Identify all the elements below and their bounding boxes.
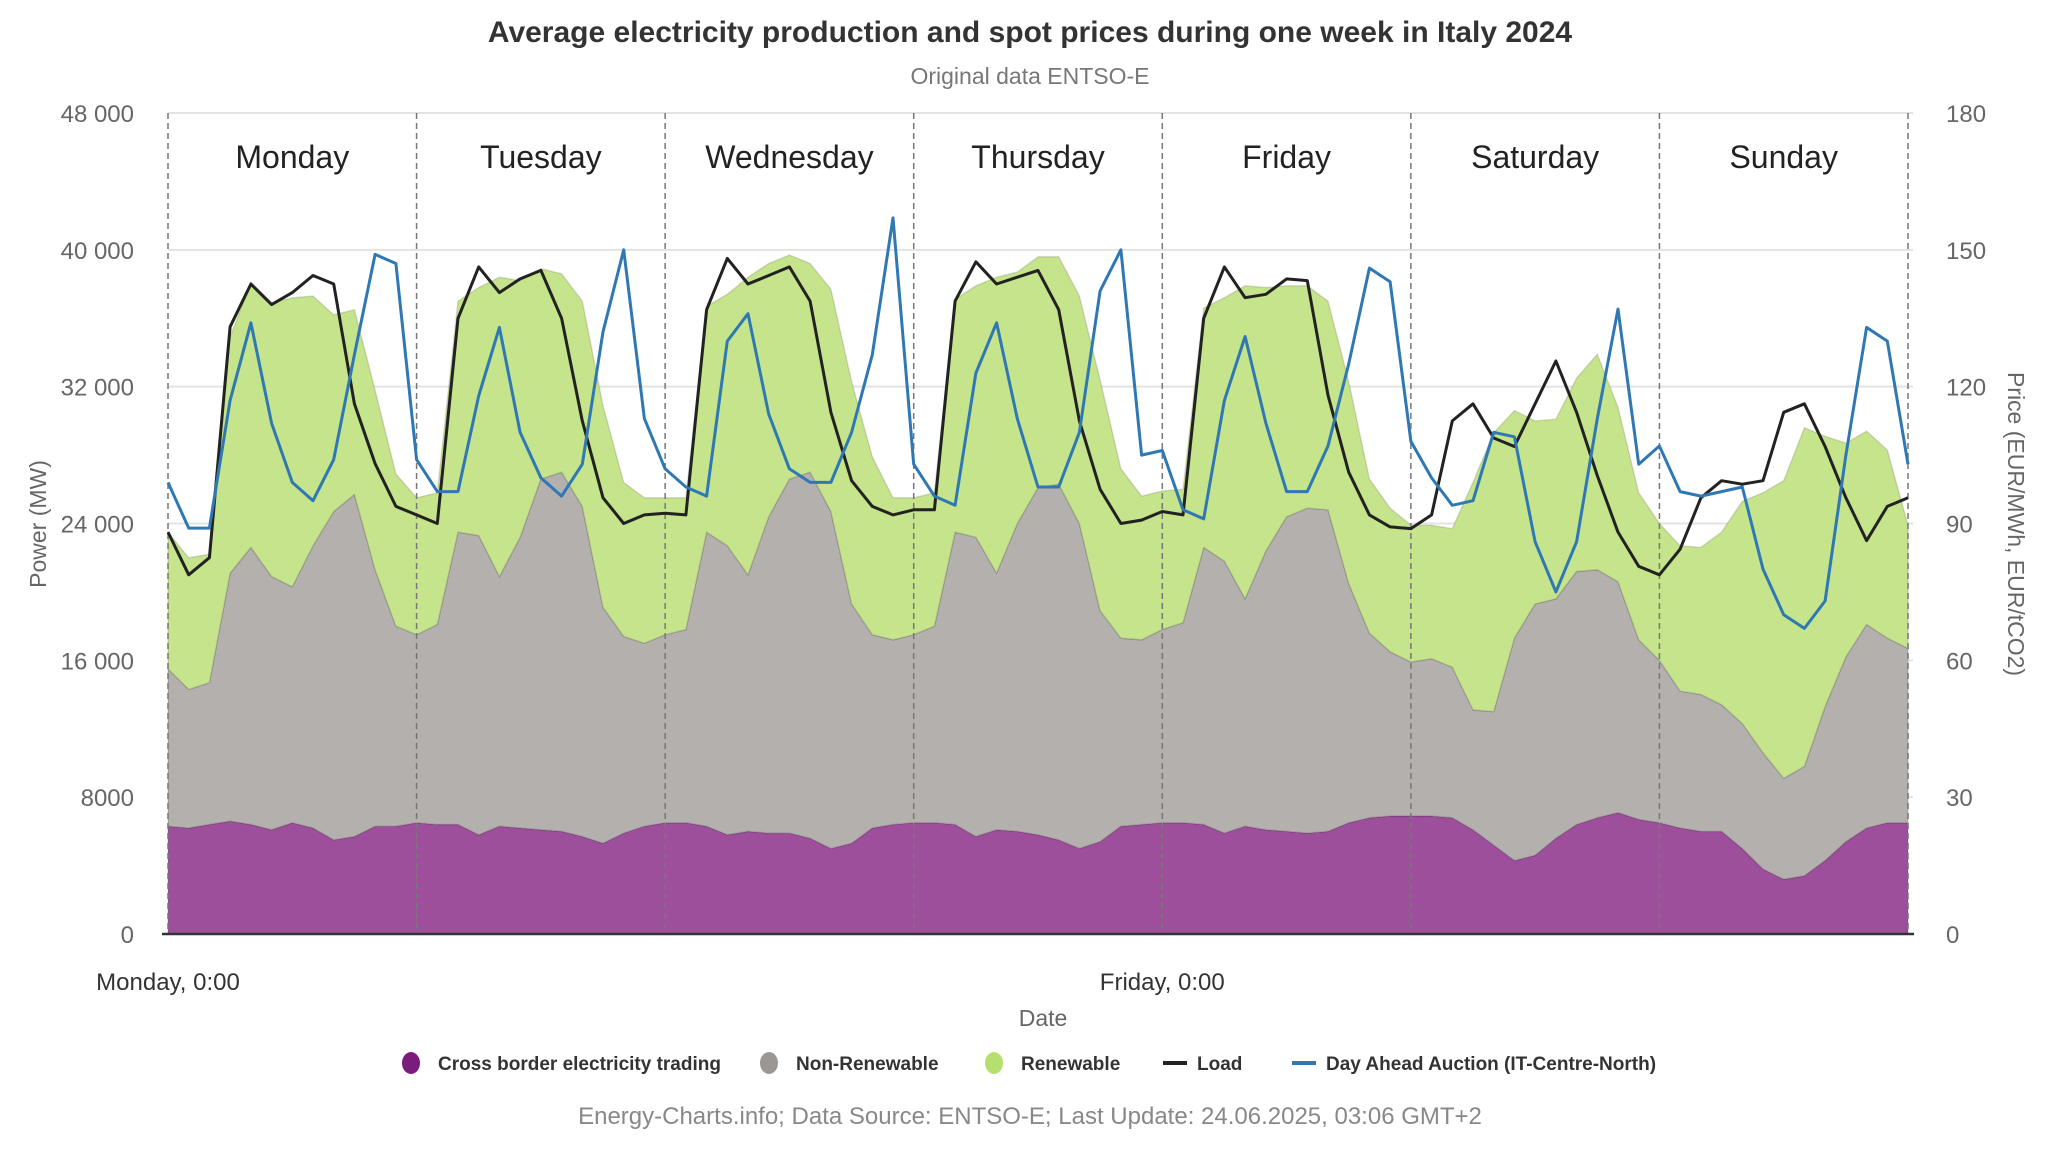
legend-label: Day Ahead Auction (IT-Centre-North) — [1326, 1054, 1656, 1075]
legend-item: Load — [1163, 1054, 1242, 1075]
line-series — [166, 216, 1910, 630]
y2-tick-label: 180 — [1946, 101, 1986, 128]
x-axis-title: Date — [1019, 1005, 1068, 1031]
y-axis-ticks: 0 8000 16 000 24 000 32 000 40 000 48 000 — [61, 101, 134, 949]
legend-label: Renewable — [1021, 1054, 1120, 1075]
legend-item: Cross border electricity trading — [402, 1052, 721, 1075]
x-tick-label: Friday, 0:00 — [1100, 969, 1225, 996]
line-load — [166, 256, 1909, 577]
y-tick-label: 8000 — [81, 785, 134, 812]
y-tick-label: 40 000 — [61, 238, 134, 265]
day-label: Tuesday — [480, 139, 602, 175]
y2-tick-label: 90 — [1946, 512, 1973, 539]
y2-axis-ticks: 0 30 60 90 120 150 180 — [1946, 101, 1986, 949]
day-label: Thursday — [971, 139, 1104, 175]
y-axis-title: Power (MW) — [25, 460, 51, 588]
legend-item: Day Ahead Auction (IT-Centre-North) — [1292, 1054, 1656, 1075]
y-tick-label: 48 000 — [61, 101, 134, 128]
x-tick-label: Monday, 0:00 — [96, 969, 240, 996]
day-label: Sunday — [1729, 139, 1838, 175]
y2-tick-label: 30 — [1946, 785, 1973, 812]
credits: Energy-Charts.info; Data Source: ENTSO-E… — [578, 1103, 1482, 1130]
y-tick-label: 32 000 — [61, 375, 134, 402]
y2-tick-label: 60 — [1946, 648, 1973, 675]
legend: Cross border electricity trading Non-Rene… — [402, 1052, 1656, 1075]
chart-subtitle: Original data ENTSO-E — [910, 63, 1149, 89]
day-label: Friday — [1242, 139, 1331, 175]
area-non-renewable — [167, 471, 1909, 881]
day-labels: Monday Tuesday Wednesday Thursday Friday Satu… — [235, 139, 1838, 175]
y2-tick-label: 0 — [1946, 922, 1959, 949]
y2-axis-title: Price (EUR/MWh, EUR/tCO2) — [2003, 372, 2029, 676]
legend-label: Non-Renewable — [796, 1054, 939, 1075]
y-tick-label: 24 000 — [61, 512, 134, 539]
legend-dot-icon — [402, 1052, 420, 1074]
legend-item: Non-Renewable — [760, 1052, 939, 1075]
stacked-areas — [167, 254, 1909, 935]
y2-tick-label: 150 — [1946, 238, 1986, 265]
legend-item: Renewable — [985, 1052, 1120, 1075]
x-axis-ticks: Monday, 0:00 Friday, 0:00 — [96, 969, 1225, 996]
y2-tick-label: 120 — [1946, 375, 1986, 402]
y-tick-label: 0 — [121, 922, 134, 949]
chart-title: Average electricity production and spot … — [488, 16, 1573, 49]
day-label: Wednesday — [705, 139, 873, 175]
line-day-ahead-auction-it-centre-north- — [166, 216, 1910, 630]
day-separators — [167, 113, 1909, 934]
legend-label: Load — [1197, 1054, 1242, 1075]
day-label: Monday — [235, 139, 349, 175]
legend-dot-icon — [760, 1052, 778, 1074]
y-tick-label: 16 000 — [61, 648, 134, 675]
day-label: Saturday — [1471, 139, 1599, 175]
legend-dot-icon — [985, 1052, 1003, 1074]
legend-label: Cross border electricity trading — [438, 1054, 721, 1075]
